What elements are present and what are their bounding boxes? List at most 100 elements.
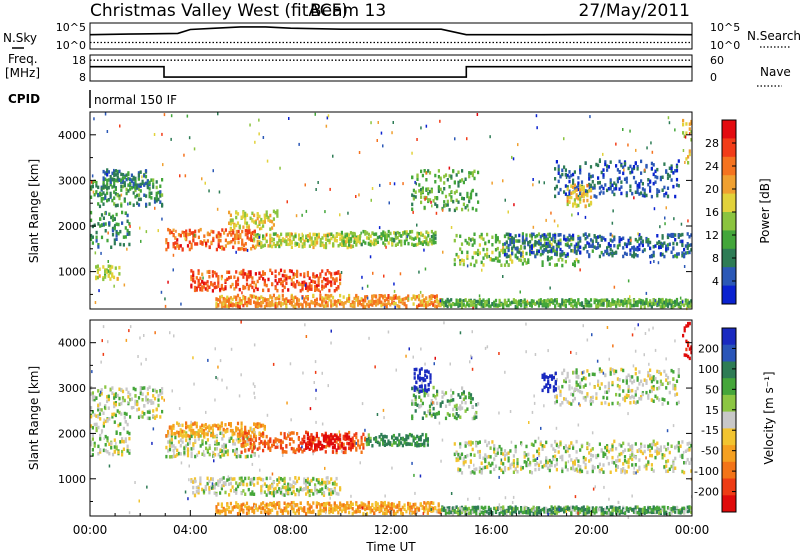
heatmap-cell (335, 234, 338, 238)
heatmap-cell (299, 506, 302, 510)
heatmap-cell (557, 167, 560, 172)
heatmap-cell (511, 249, 514, 253)
heatmap-cell (333, 488, 336, 493)
heatmap-cell (666, 299, 670, 303)
heatmap-cell (577, 237, 580, 241)
heatmap-cell (623, 168, 625, 172)
heatmap-cell (239, 235, 242, 239)
heatmap-cell (288, 269, 292, 273)
heatmap-cell (237, 236, 240, 240)
heatmap-cell (597, 241, 600, 246)
heatmap-cell (484, 241, 487, 245)
heatmap-cell (348, 233, 351, 237)
heatmap-cell (93, 444, 96, 448)
cpid-panel: CPID normal 150 IF (8, 90, 177, 108)
heatmap-cell (192, 273, 195, 278)
heatmap-cell (283, 432, 286, 436)
heatmap-cell (137, 193, 141, 197)
heatmap-cell (478, 294, 481, 298)
heatmap-cell (484, 300, 487, 304)
heatmap-cell (129, 392, 132, 397)
heatmap-cell (212, 236, 215, 241)
heatmap-cell (231, 432, 234, 437)
heatmap-cell (96, 270, 99, 275)
heatmap-cell (256, 224, 259, 229)
heatmap-cell (281, 485, 284, 489)
heatmap-cell (518, 302, 521, 306)
heatmap-cell (192, 422, 195, 426)
heatmap-cell (466, 194, 469, 199)
heatmap-cell (193, 434, 197, 439)
heatmap-cell (339, 213, 341, 217)
heatmap-cell (303, 436, 306, 440)
heatmap-cell (224, 490, 227, 495)
heatmap-cell (425, 301, 428, 305)
heatmap-cell (281, 450, 284, 454)
heatmap-cell (211, 424, 214, 428)
heatmap-cell (432, 303, 435, 307)
heatmap-cell (159, 184, 162, 188)
heatmap-cell (559, 303, 562, 307)
heatmap-cell (461, 169, 464, 173)
heatmap-cell (314, 288, 317, 292)
heatmap-cell (511, 155, 513, 159)
heatmap-cell (242, 443, 245, 448)
heatmap-cell (502, 275, 504, 278)
heatmap-cell (500, 263, 503, 267)
heatmap-cell (577, 234, 580, 239)
heatmap-cell (204, 487, 207, 491)
heatmap-cell (220, 283, 223, 288)
heatmap-cell (512, 298, 515, 302)
heatmap-cell (582, 246, 585, 251)
heatmap-cell (219, 238, 222, 243)
heatmap-cell (532, 243, 535, 247)
heatmap-cell (670, 299, 673, 303)
heatmap-cell (305, 482, 308, 486)
heatmap-cell (317, 276, 320, 280)
heatmap-cell (597, 235, 600, 239)
heatmap-cell (220, 509, 223, 514)
heatmap-cell (432, 236, 435, 241)
heatmap-cell (675, 177, 679, 182)
heatmap-cell (427, 242, 430, 247)
heatmap-cell (394, 231, 397, 236)
heatmap-cell (400, 298, 403, 302)
heatmap-cell (183, 153, 185, 157)
heatmap-cell (208, 232, 211, 237)
heatmap-cell (279, 442, 283, 446)
heatmap-cell (335, 476, 338, 481)
heatmap-cell (564, 259, 567, 264)
heatmap-cell (95, 190, 98, 194)
heatmap-cell (475, 251, 478, 255)
heatmap-cell (330, 442, 333, 446)
heatmap-cell (163, 113, 166, 117)
heatmap-cell (333, 445, 336, 450)
heatmap-cell (287, 487, 290, 492)
heatmap-cell (677, 304, 680, 309)
heatmap-cell (296, 488, 299, 492)
heatmap-cell (223, 449, 226, 453)
heatmap-cell (330, 477, 333, 481)
heatmap-cell (559, 255, 562, 259)
freq-right-label: Nave (760, 65, 791, 79)
heatmap-cell (242, 296, 245, 301)
heatmap-cell (285, 450, 288, 454)
heatmap-cell (193, 147, 196, 151)
heatmap-cell (690, 304, 693, 308)
heatmap-cell (609, 178, 612, 182)
heatmap-cell (217, 278, 220, 282)
heatmap-cell (111, 226, 115, 231)
heatmap-cell (90, 185, 93, 189)
heatmap-cell (435, 300, 438, 304)
heatmap-cell (582, 185, 585, 189)
heatmap-cell (236, 221, 240, 225)
heatmap-cell (652, 181, 655, 186)
heatmap-cell (126, 213, 129, 218)
heatmap-cell (328, 294, 331, 298)
heatmap-cell (290, 282, 293, 286)
heatmap-cell (104, 275, 107, 279)
heatmap-cell (175, 236, 177, 240)
heatmap-cell (665, 244, 668, 248)
heatmap-cell (297, 437, 300, 441)
heatmap-cell (622, 299, 625, 304)
